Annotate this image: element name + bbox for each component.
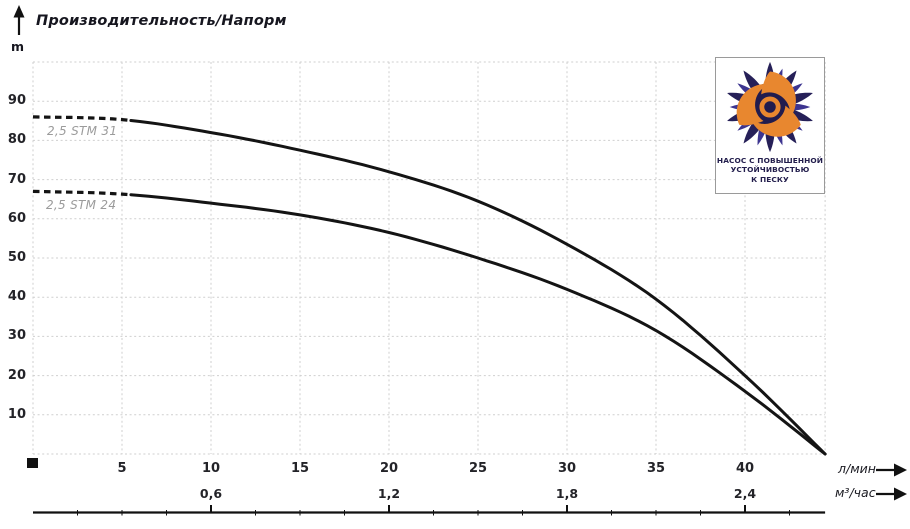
badge-caption: НАСОС С ПОВЫШЕННОЙ УСТОЙЧИВОСТЬЮ К ПЕСКУ xyxy=(716,156,824,184)
curve-dashed-2-5-STM-24 xyxy=(32,189,132,197)
y-axis-unit-label: m xyxy=(11,39,25,54)
curve-dashed-2-5-STM-31 xyxy=(32,115,132,123)
curve-2-5-STM-31 xyxy=(129,119,827,456)
y-axis-up-arrow-icon xyxy=(13,5,25,35)
curve-label-stm24: 2,5 STM 24 xyxy=(46,198,117,212)
curve-2-5-STM-24 xyxy=(129,193,827,456)
origin-square-marker xyxy=(27,458,38,468)
pump-curves xyxy=(32,115,827,456)
lmin-right-arrow-icon xyxy=(876,463,907,477)
badge-caption-line: УСТОЙЧИВОСТЬЮ xyxy=(730,165,810,175)
rosette-flower-icon xyxy=(725,61,815,153)
chart-title: Производительность/Напорм xyxy=(36,13,287,29)
sand-resistant-pump-badge: НАСОС С ПОВЫШЕННОЙ УСТОЙЧИВОСТЬЮ К ПЕСКУ xyxy=(715,57,825,194)
badge-caption-line: НАСОС С ПОВЫШЕННОЙ xyxy=(716,156,824,165)
grid-lines xyxy=(32,61,826,455)
x-axis-unit-m3h: м³/час xyxy=(835,485,876,500)
triskelion-swirl-icon xyxy=(726,71,806,148)
curve-label-stm31: 2,5 STM 31 xyxy=(47,124,118,138)
x-axis-unit-lmin: л/мин xyxy=(838,461,876,476)
badge-caption-line: К ПЕСКУ xyxy=(751,174,789,184)
m3h-right-arrow-icon xyxy=(876,487,907,501)
bottom-axis xyxy=(33,505,826,516)
